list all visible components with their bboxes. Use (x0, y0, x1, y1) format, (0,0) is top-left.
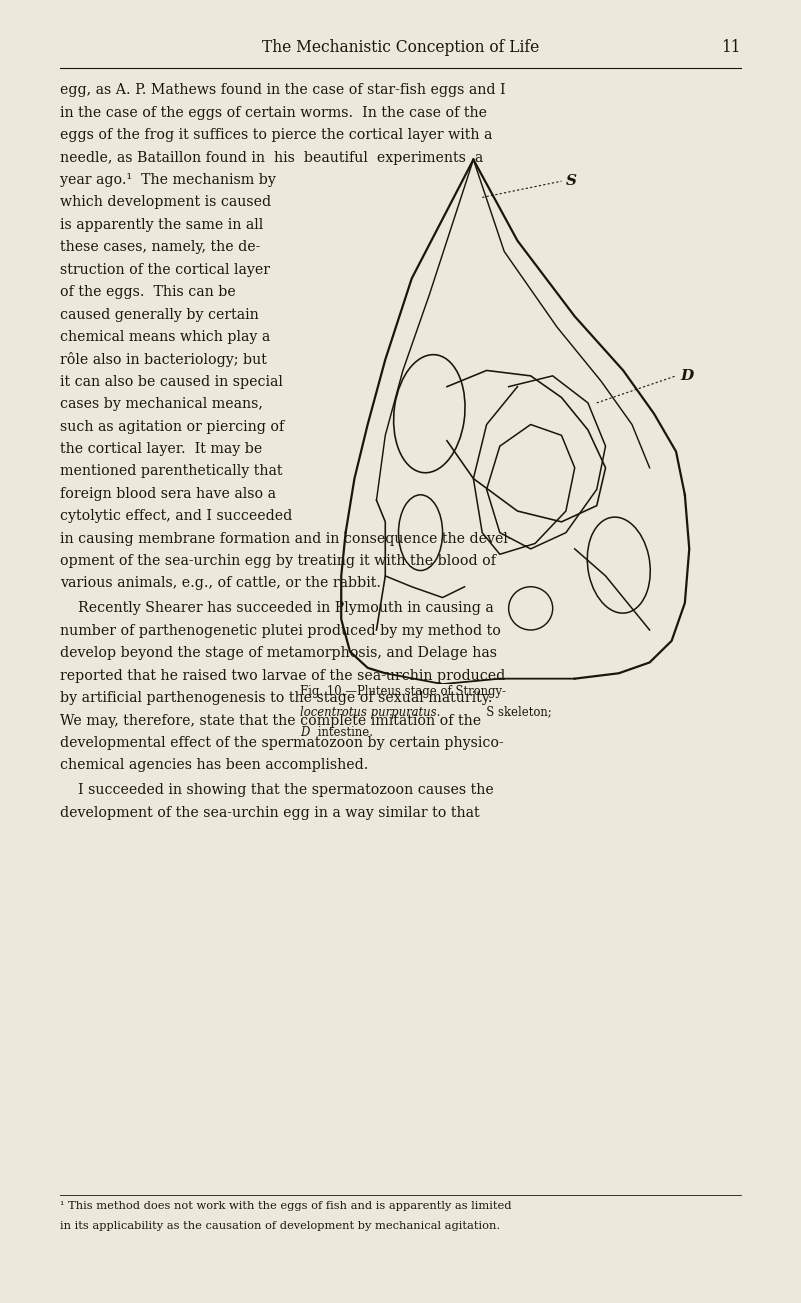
Text: opment of the sea-urchin egg by treating it with the blood of: opment of the sea-urchin egg by treating… (60, 554, 496, 568)
Text: of the eggs.  This can be: of the eggs. This can be (60, 285, 235, 300)
Text: S: S (566, 175, 577, 188)
Text: in causing membrane formation and in consequence the devel-: in causing membrane formation and in con… (60, 532, 513, 546)
Text: intestine.: intestine. (314, 726, 373, 739)
Text: reported that he raised two larvae of the sea-urchin produced: reported that he raised two larvae of th… (60, 668, 505, 683)
Text: I succeeded in showing that the spermatozoon causes the: I succeeded in showing that the spermato… (60, 783, 494, 797)
Text: chemical means which play a: chemical means which play a (60, 330, 270, 344)
Text: locentrotus purpuratus.: locentrotus purpuratus. (300, 706, 441, 718)
Text: year ago.¹  The mechanism by: year ago.¹ The mechanism by (60, 173, 276, 188)
Text: eggs of the frog it suffices to pierce the cortical layer with a: eggs of the frog it suffices to pierce t… (60, 128, 493, 142)
Text: D: D (300, 726, 310, 739)
Text: 11: 11 (722, 39, 741, 56)
Text: these cases, namely, the de-: these cases, namely, the de- (60, 240, 260, 254)
Text: various animals, e.g., of cattle, or the rabbit.: various animals, e.g., of cattle, or the… (60, 576, 381, 590)
Text: rôle also in bacteriology; but: rôle also in bacteriology; but (60, 352, 267, 367)
Text: which development is caused: which development is caused (60, 195, 272, 210)
Text: the cortical layer.  It may be: the cortical layer. It may be (60, 442, 262, 456)
Text: foreign blood sera have also a: foreign blood sera have also a (60, 487, 276, 500)
Text: such as agitation or piercing of: such as agitation or piercing of (60, 420, 284, 434)
Text: in its applicability as the causation of development by mechanical agitation.: in its applicability as the causation of… (60, 1221, 500, 1231)
Text: struction of the cortical layer: struction of the cortical layer (60, 263, 270, 276)
Text: by artificial parthenogenesis to the stage of sexual maturity.: by artificial parthenogenesis to the sta… (60, 691, 493, 705)
Text: develop beyond the stage of metamorphosis, and Delage has: develop beyond the stage of metamorphosi… (60, 646, 497, 661)
Text: is apparently the same in all: is apparently the same in all (60, 218, 264, 232)
Text: developmental effect of the spermatozoon by certain physico-: developmental effect of the spermatozoon… (60, 736, 504, 751)
Text: development of the sea-urchin egg in a way similar to that: development of the sea-urchin egg in a w… (60, 805, 480, 820)
Text: egg, as A. P. Mathews found in the case of star-fish eggs and I: egg, as A. P. Mathews found in the case … (60, 83, 505, 98)
Text: Recently Shearer has succeeded in Plymouth in causing a: Recently Shearer has succeeded in Plymou… (60, 602, 494, 615)
Text: Fig. 10.—Pluteus stage of Strongy-: Fig. 10.—Pluteus stage of Strongy- (300, 685, 506, 698)
Text: needle, as Bataillon found in  his  beautiful  experiments  a: needle, as Bataillon found in his beauti… (60, 151, 483, 164)
Text: mentioned parenthetically that: mentioned parenthetically that (60, 464, 283, 478)
Text: ¹ This method does not work with the eggs of fish and is apparently as limited: ¹ This method does not work with the egg… (60, 1201, 512, 1212)
Text: cytolytic effect, and I succeeded: cytolytic effect, and I succeeded (60, 509, 292, 524)
Text: S skeleton;: S skeleton; (475, 706, 552, 718)
Text: The Mechanistic Conception of Life: The Mechanistic Conception of Life (262, 39, 539, 56)
Text: number of parthenogenetic plutei produced by my method to: number of parthenogenetic plutei produce… (60, 624, 501, 638)
Text: it can also be caused in special: it can also be caused in special (60, 375, 283, 388)
Text: in the case of the eggs of certain worms.  In the case of the: in the case of the eggs of certain worms… (60, 106, 487, 120)
Text: D: D (680, 369, 694, 383)
Text: caused generally by certain: caused generally by certain (60, 308, 259, 322)
Text: cases by mechanical means,: cases by mechanical means, (60, 397, 263, 412)
Text: chemical agencies has been accomplished.: chemical agencies has been accomplished. (60, 758, 368, 773)
Text: We may, therefore, state that the complete imitation of the: We may, therefore, state that the comple… (60, 714, 481, 727)
